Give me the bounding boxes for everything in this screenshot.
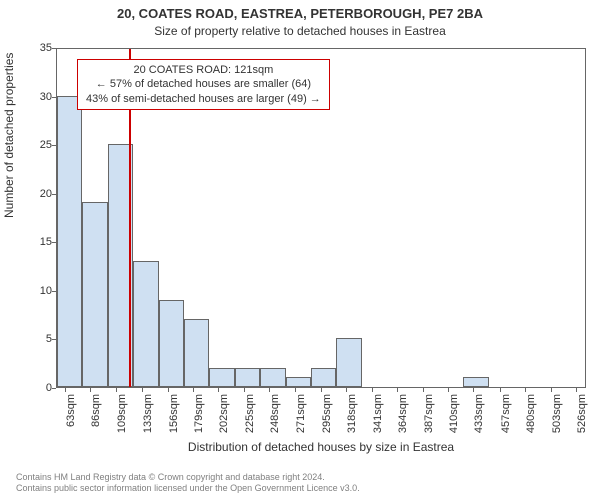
y-tick-label: 20 [40,188,52,200]
x-tick-label: 156sqm [168,394,180,433]
x-tick-label: 63sqm [65,394,77,427]
x-tick-mark [269,388,270,392]
y-tick-mark [52,339,56,340]
y-tick-label: 25 [40,139,52,151]
x-tick-mark [397,388,398,392]
annotation-line2: ← 57% of detached houses are smaller (64… [86,77,321,91]
y-tick-mark [52,97,56,98]
histogram-bar [184,319,209,387]
x-tick-label: 86sqm [90,394,102,427]
footer-line2: Contains public sector information licen… [16,483,360,494]
histogram-bar [336,338,361,387]
x-tick-label: 503sqm [551,394,563,433]
histogram-bar [286,377,311,387]
annotation-box: 20 COATES ROAD: 121sqm← 57% of detached … [77,59,330,110]
x-tick-mark [321,388,322,392]
x-tick-label: 202sqm [218,394,230,433]
y-tick-label: 15 [40,236,52,248]
x-tick-mark [525,388,526,392]
x-axis-label: Distribution of detached houses by size … [56,440,586,454]
annotation-line1: 20 COATES ROAD: 121sqm [86,63,321,77]
footer-line1: Contains HM Land Registry data © Crown c… [16,472,360,483]
x-tick-label: 248sqm [269,394,281,433]
x-tick-mark [65,388,66,392]
x-tick-mark [448,388,449,392]
histogram-bar [209,368,234,387]
histogram-bar [82,202,107,387]
histogram-bar [260,368,285,387]
y-tick-mark [52,145,56,146]
x-tick-label: 318sqm [346,394,358,433]
x-tick-mark [473,388,474,392]
histogram-bar [235,368,260,387]
chart-title-main: 20, COATES ROAD, EASTREA, PETERBOROUGH, … [0,6,600,21]
x-tick-mark [90,388,91,392]
histogram-bar [57,96,82,387]
x-tick-label: 387sqm [423,394,435,433]
x-tick-mark [142,388,143,392]
x-tick-mark [295,388,296,392]
histogram-bar [159,300,184,387]
y-tick-mark [52,48,56,49]
y-tick-mark [52,194,56,195]
histogram-bar [133,261,158,387]
chart-container: 20, COATES ROAD, EASTREA, PETERBOROUGH, … [0,0,600,500]
x-tick-label: 133sqm [142,394,154,433]
x-tick-label: 109sqm [116,394,128,433]
x-tick-label: 341sqm [372,394,384,433]
x-tick-label: 271sqm [295,394,307,433]
histogram-bar [463,377,488,387]
x-tick-label: 179sqm [193,394,205,433]
x-tick-mark [423,388,424,392]
x-tick-mark [346,388,347,392]
y-tick-mark [52,388,56,389]
y-tick-mark [52,291,56,292]
x-tick-mark [116,388,117,392]
chart-title-sub: Size of property relative to detached ho… [0,24,600,38]
y-axis-label: Number of detached properties [2,53,16,218]
x-tick-label: 295sqm [321,394,333,433]
x-tick-mark [244,388,245,392]
footer-attribution: Contains HM Land Registry data © Crown c… [16,472,360,494]
x-tick-label: 225sqm [244,394,256,433]
x-tick-label: 480sqm [525,394,537,433]
x-tick-label: 364sqm [397,394,409,433]
annotation-line3: 43% of semi-detached houses are larger (… [86,92,321,106]
x-tick-label: 526sqm [576,394,588,433]
x-tick-label: 457sqm [500,394,512,433]
x-tick-mark [551,388,552,392]
x-tick-mark [193,388,194,392]
y-tick-label: 30 [40,91,52,103]
x-tick-mark [218,388,219,392]
x-tick-mark [576,388,577,392]
x-tick-label: 433sqm [473,394,485,433]
histogram-bar [311,368,336,387]
y-tick-mark [52,242,56,243]
y-tick-label: 10 [40,285,52,297]
x-tick-mark [500,388,501,392]
x-tick-mark [372,388,373,392]
plot-area: 20 COATES ROAD: 121sqm← 57% of detached … [56,48,586,388]
y-tick-label: 35 [40,42,52,54]
x-tick-mark [168,388,169,392]
x-tick-label: 410sqm [448,394,460,433]
